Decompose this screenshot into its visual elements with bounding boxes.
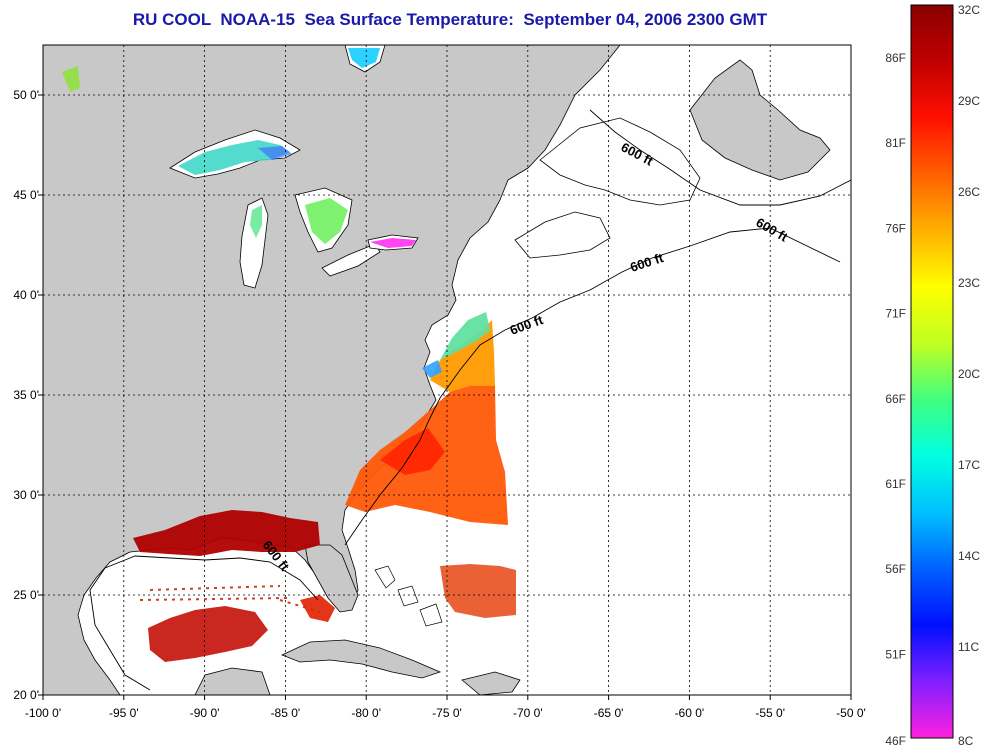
contour-line-gulf bbox=[89, 555, 319, 691]
sst-hudson-bay bbox=[348, 48, 380, 68]
colorbar-c-label: 11C bbox=[958, 640, 979, 654]
x-tick-label: -95 0' bbox=[109, 706, 139, 720]
x-tick-label: -60 0' bbox=[675, 706, 705, 720]
latitude-ticks: 20 0' 25 0' 30 0' 35 0' 40 0' 45 0' 50 0' bbox=[13, 88, 43, 702]
colorbar-c-label: 29C bbox=[958, 94, 980, 108]
x-tick-label: -90 0' bbox=[190, 706, 220, 720]
colorbar-c-label: 8C bbox=[958, 734, 974, 748]
colorbar-c-label: 17C bbox=[958, 458, 980, 472]
land-yucatan bbox=[194, 667, 271, 695]
colorbar-f-label: 86F bbox=[885, 51, 906, 65]
contour-line-labrador bbox=[589, 109, 851, 206]
sst-east-patch bbox=[440, 564, 516, 618]
x-tick-label: -65 0' bbox=[594, 706, 624, 720]
colorbar-f-label: 66F bbox=[885, 392, 906, 406]
colorbar-c-label: 32C bbox=[958, 3, 980, 17]
sst-lake-small-west bbox=[62, 66, 80, 92]
colorbar-c-label: 14C bbox=[958, 549, 980, 563]
y-tick-label: 40 0' bbox=[13, 288, 39, 302]
colorbar-f-label: 56F bbox=[885, 562, 906, 576]
gulf-of-st-lawrence bbox=[539, 117, 701, 206]
land-newfoundland bbox=[689, 59, 831, 181]
y-tick-label: 20 0' bbox=[13, 688, 39, 702]
sst-lake-superior-east bbox=[258, 146, 292, 160]
colorbar-f-label: 76F bbox=[885, 221, 906, 235]
colorbar-c-label: 23C bbox=[958, 276, 980, 290]
colorbar-f-label: 71F bbox=[885, 307, 906, 321]
y-tick-label: 45 0' bbox=[13, 188, 39, 202]
contour-line-atlantic bbox=[344, 227, 841, 546]
graticule bbox=[43, 45, 851, 695]
y-tick-label: 30 0' bbox=[13, 488, 39, 502]
colorbar-f-label: 46F bbox=[885, 734, 906, 748]
x-tick-label: -75 0' bbox=[432, 706, 462, 720]
bay-of-fundy bbox=[514, 211, 611, 259]
sst-lake-huron bbox=[305, 198, 348, 244]
colorbar-c-label: 26C bbox=[958, 185, 980, 199]
sst-nj-coast-cool bbox=[440, 312, 490, 360]
land-cuba bbox=[280, 639, 442, 679]
contour-600ft bbox=[89, 109, 851, 691]
sst-gulf-north bbox=[133, 510, 320, 556]
sst-florida-coast bbox=[300, 595, 335, 622]
map-title: RU COOL NOAA-15 Sea Surface Temperature:… bbox=[132, 10, 768, 29]
x-tick-label: -50 0' bbox=[836, 706, 866, 720]
land-hispaniola bbox=[461, 671, 521, 695]
x-tick-label: -55 0' bbox=[755, 706, 785, 720]
sst-lake-michigan bbox=[250, 205, 262, 238]
y-tick-label: 50 0' bbox=[13, 88, 39, 102]
colorbar-celsius-labels: 32C 29C 26C 23C 20C 17C 14C 11C 8C bbox=[958, 3, 980, 748]
colorbar-f-label: 51F bbox=[885, 647, 906, 661]
x-tick-label: -100 0' bbox=[25, 706, 61, 720]
y-tick-label: 35 0' bbox=[13, 388, 39, 402]
colorbar-f-label: 61F bbox=[885, 477, 906, 491]
x-tick-label: -85 0' bbox=[271, 706, 301, 720]
colorbar-c-label: 20C bbox=[958, 367, 980, 381]
colorbar-f-label: 81F bbox=[885, 136, 906, 150]
colorbar bbox=[910, 4, 954, 739]
sst-lake-erie bbox=[370, 238, 416, 248]
sst-gulf-south bbox=[148, 606, 268, 662]
x-tick-label: -70 0' bbox=[513, 706, 543, 720]
longitude-ticks: -100 0' -95 0' -90 0' -85 0' -80 0' -75 0' -70… bbox=[25, 695, 866, 720]
colorbar-fahrenheit-labels: 86F 81F 76F 71F 66F 61F 56F 51F 46F bbox=[885, 51, 906, 748]
land-bahamas bbox=[374, 565, 443, 627]
sst-chesapeake-cool bbox=[422, 360, 442, 378]
y-tick-label: 25 0' bbox=[13, 588, 39, 602]
sst-data-overlay bbox=[62, 48, 516, 662]
x-tick-label: -80 0' bbox=[351, 706, 381, 720]
lake-erie bbox=[321, 243, 381, 277]
